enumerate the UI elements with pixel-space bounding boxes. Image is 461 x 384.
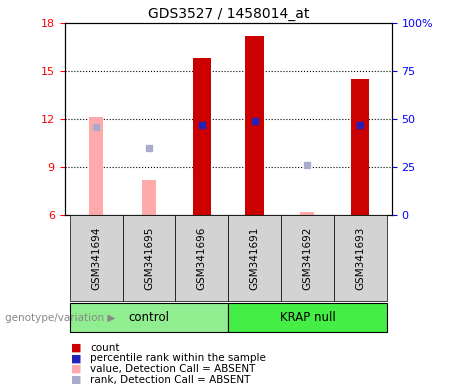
Bar	[175, 215, 228, 301]
Bar	[142, 180, 156, 215]
Bar	[351, 79, 369, 215]
Bar	[228, 303, 387, 332]
Bar	[245, 36, 264, 215]
Text: control: control	[129, 311, 170, 324]
Bar	[301, 212, 314, 215]
Text: KRAP null: KRAP null	[279, 311, 335, 324]
Text: GSM341693: GSM341693	[355, 227, 365, 290]
Text: GSM341695: GSM341695	[144, 227, 154, 290]
Bar	[334, 215, 387, 301]
Text: count: count	[90, 343, 119, 353]
Text: GSM341691: GSM341691	[249, 227, 260, 290]
Text: ■: ■	[71, 375, 82, 384]
Text: ■: ■	[71, 364, 82, 374]
Text: value, Detection Call = ABSENT: value, Detection Call = ABSENT	[90, 364, 255, 374]
Text: GSM341694: GSM341694	[91, 227, 101, 290]
Bar	[70, 303, 228, 332]
Text: ■: ■	[71, 343, 82, 353]
Text: ■: ■	[71, 353, 82, 363]
Bar	[70, 215, 123, 301]
Title: GDS3527 / 1458014_at: GDS3527 / 1458014_at	[148, 7, 309, 21]
Text: GSM341692: GSM341692	[302, 227, 313, 290]
Text: percentile rank within the sample: percentile rank within the sample	[90, 353, 266, 363]
Text: rank, Detection Call = ABSENT: rank, Detection Call = ABSENT	[90, 375, 250, 384]
Bar	[281, 215, 334, 301]
Bar	[123, 215, 175, 301]
Bar	[193, 58, 211, 215]
Text: GSM341696: GSM341696	[197, 227, 207, 290]
Bar	[228, 215, 281, 301]
Bar	[89, 118, 103, 215]
Text: genotype/variation ▶: genotype/variation ▶	[5, 313, 115, 323]
